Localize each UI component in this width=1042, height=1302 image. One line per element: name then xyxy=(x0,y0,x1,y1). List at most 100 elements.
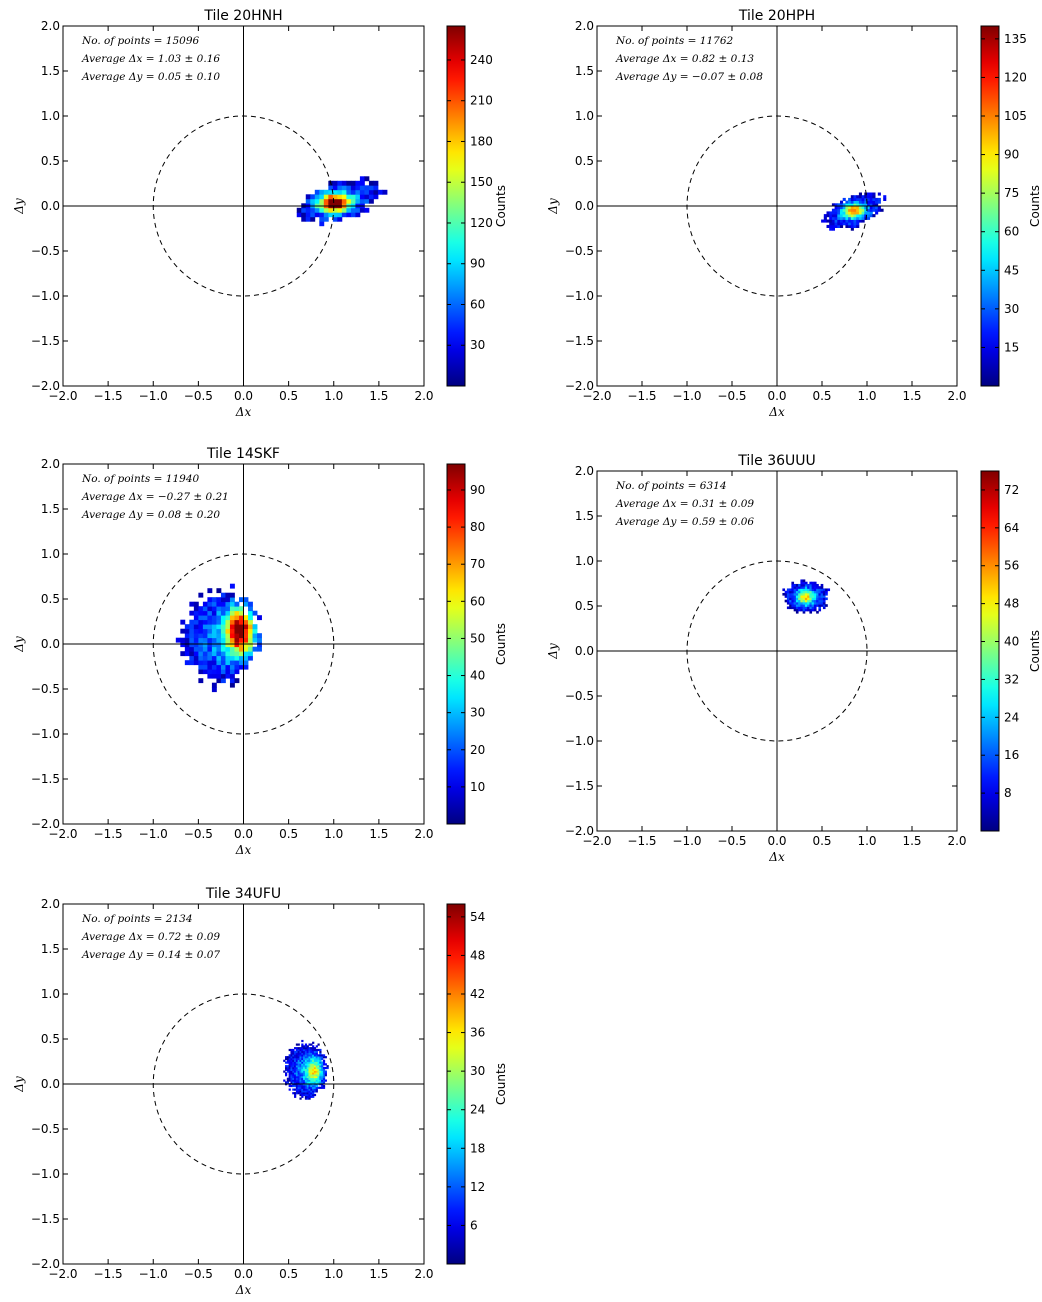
heatmap-cell xyxy=(299,1054,302,1057)
heatmap-cell xyxy=(198,610,204,616)
heatmap-cell xyxy=(346,207,352,213)
heatmap-cell xyxy=(804,590,808,594)
chart-title: Tile 34UFU xyxy=(205,886,281,902)
heatmap-cell xyxy=(202,669,208,675)
heatmap-cell xyxy=(301,1052,304,1055)
heatmap-cell xyxy=(312,1052,315,1055)
heatmap-cell xyxy=(308,1065,311,1068)
heatmap-cell xyxy=(299,1090,302,1093)
colorbar: 6 12 18 24 30 36 42 48 54 Counts xyxy=(446,903,508,1265)
heatmap-cell xyxy=(299,1047,302,1050)
heatmap-cell xyxy=(299,1093,302,1097)
heatmap-cell xyxy=(306,1063,309,1066)
heatmap-cell xyxy=(313,1050,317,1053)
heatmap-cell xyxy=(248,642,253,648)
heatmap-cell xyxy=(297,1075,300,1079)
heatmap-cell xyxy=(853,219,857,223)
heatmap-cell xyxy=(301,1077,304,1080)
heatmap-cell xyxy=(322,1079,326,1082)
heatmap-cell xyxy=(301,1074,304,1077)
y-tick-label: 0.0 xyxy=(41,1077,60,1091)
heatmap-cell xyxy=(804,608,808,612)
heatmap-cell xyxy=(229,655,235,661)
colorbar-label: Counts xyxy=(494,185,508,227)
heatmap-cell xyxy=(301,1095,304,1098)
heatmap-cell xyxy=(304,1047,308,1050)
colorbar-tick-label: 10 xyxy=(470,780,485,794)
heatmap-cell xyxy=(304,1045,308,1048)
heatmap-cell xyxy=(288,1065,291,1068)
y-tick-label: 0.5 xyxy=(41,154,60,168)
heatmap-cell xyxy=(229,606,235,612)
y-tick-label: 1.5 xyxy=(575,64,594,78)
heatmap-cell xyxy=(304,1090,308,1093)
x-tick-label: 0.0 xyxy=(767,834,786,848)
y-tick-label: −0.5 xyxy=(31,244,60,258)
x-tick-label: −0.5 xyxy=(717,389,746,403)
heatmap-cell xyxy=(321,1081,324,1084)
heatmap-cell xyxy=(308,1088,311,1091)
heatmap-cell xyxy=(312,1050,315,1053)
heatmap-cell xyxy=(301,216,307,222)
heatmap-cell xyxy=(848,208,852,212)
heatmap-cell xyxy=(798,583,801,587)
x-tick-label: 1.0 xyxy=(324,389,343,403)
heatmap-cell xyxy=(861,203,865,207)
heatmap-cell xyxy=(811,590,815,594)
heatmap-cell xyxy=(861,211,865,215)
heatmap-cell xyxy=(368,185,374,191)
heatmap-cell xyxy=(807,588,810,592)
heatmap-cell xyxy=(189,628,195,634)
heatmap-cell xyxy=(793,590,797,594)
heatmap-cell xyxy=(301,1088,304,1091)
heatmap-cell xyxy=(804,597,808,601)
heatmap-cell xyxy=(791,588,795,592)
heatmap-cell xyxy=(303,1061,306,1064)
heatmap-cell xyxy=(818,601,822,605)
heatmap-cell xyxy=(312,1077,315,1080)
x-tick-label: −1.0 xyxy=(672,834,701,848)
heatmap-cell xyxy=(809,583,813,587)
heatmap-cell xyxy=(238,606,244,612)
heatmap-cell xyxy=(328,185,334,191)
heatmap-cell xyxy=(248,615,253,621)
heatmap-cell xyxy=(299,1079,302,1082)
colorbar-tick-label: 150 xyxy=(470,175,493,189)
heatmap-cell xyxy=(856,219,860,223)
heatmap-cell xyxy=(225,601,231,607)
heatmap-cell xyxy=(299,1070,302,1073)
heatmap-cell xyxy=(299,1084,302,1088)
heatmap-cell xyxy=(816,586,819,589)
heatmap-cell xyxy=(314,207,320,213)
heatmap-cell xyxy=(321,1075,324,1079)
heatmap-cell xyxy=(295,1072,299,1075)
heatmap-cell xyxy=(243,633,249,639)
heatmap-cell xyxy=(202,655,208,661)
heatmap-cell xyxy=(313,1065,317,1068)
chart-title: Tile 20HNH xyxy=(203,8,282,24)
heatmap-cell xyxy=(867,211,871,215)
heatmap-cell xyxy=(297,1092,300,1095)
heatmap-cell xyxy=(211,673,217,679)
heatmap-cell xyxy=(321,1074,324,1077)
heatmap-cell xyxy=(301,1054,304,1057)
heatmap-cell xyxy=(364,189,370,195)
heatmap-cell xyxy=(322,1054,326,1057)
heatmap-cell xyxy=(216,624,222,630)
heatmap-cell xyxy=(308,1059,311,1062)
heatmap-cell xyxy=(795,592,799,596)
heatmap-cell xyxy=(877,200,881,204)
colorbar-tick-label: 30 xyxy=(470,338,485,352)
heatmap-cell xyxy=(877,208,881,212)
heatmap-cell xyxy=(840,216,844,220)
heatmap-cell xyxy=(290,1065,293,1068)
heatmap-cell xyxy=(312,1090,315,1093)
heatmap-cell xyxy=(840,203,844,207)
heatmap-cell xyxy=(310,207,316,213)
heatmap-cell xyxy=(845,224,849,228)
heatmap-cell xyxy=(800,597,804,601)
heatmap-cell xyxy=(861,200,865,204)
heatmap-cell xyxy=(321,1079,324,1082)
heatmap-cell xyxy=(853,195,857,199)
